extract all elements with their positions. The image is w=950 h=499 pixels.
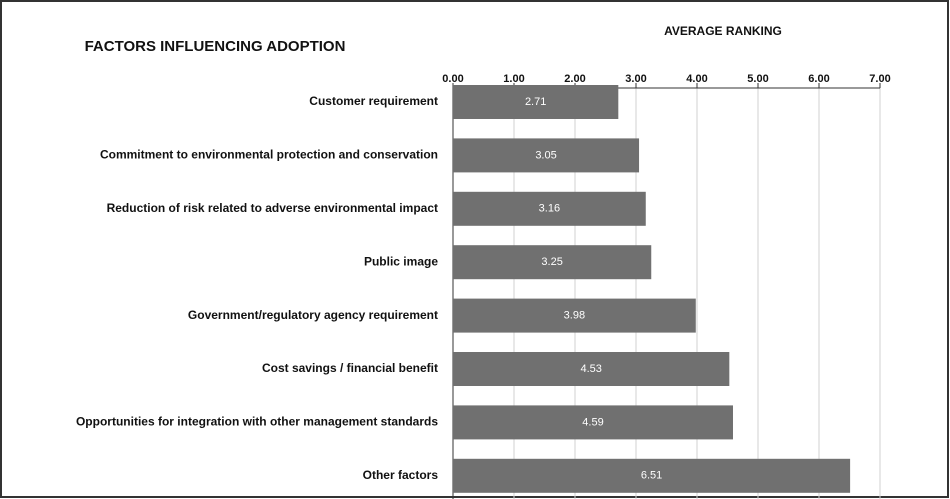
value-label: 3.98 (564, 310, 585, 322)
y-tick-label: Opportunities for integration with other… (76, 415, 438, 429)
value-label: 3.16 (539, 203, 560, 215)
y-tick-label: Public image (364, 254, 438, 268)
bar (453, 352, 730, 386)
x-tick-label: 6.00 (808, 73, 829, 85)
y-tick-label: Government/regulatory agency requirement (188, 308, 438, 322)
bar (453, 245, 652, 280)
x-tick-label: 0.00 (442, 73, 463, 85)
x-tick-label: 7.00 (869, 73, 890, 85)
bar (453, 405, 733, 440)
x-tick-label: 1.00 (503, 73, 524, 85)
bar (453, 458, 851, 493)
y-tick-label: Cost savings / financial benefit (262, 361, 438, 375)
value-label: 3.25 (541, 256, 562, 268)
x-tick-label: 4.00 (686, 73, 707, 85)
y-tick-label: Reduction of risk related to adverse env… (107, 201, 438, 215)
x-tick-label: 3.00 (625, 73, 646, 85)
bar (453, 138, 640, 173)
chart-title: FACTORS INFLUENCING ADOPTION (85, 38, 346, 55)
bar (453, 85, 619, 119)
y-tick-label: Customer requirement (309, 94, 438, 108)
value-label: 6.51 (641, 470, 662, 482)
y-tick-label: Commitment to environmental protection a… (100, 148, 438, 162)
bar (453, 191, 646, 226)
axis-title: AVERAGE RANKING (664, 24, 782, 38)
y-tick-label: Other factors (363, 468, 439, 482)
value-label: 3.05 (535, 149, 556, 161)
value-label: 2.71 (525, 96, 546, 108)
value-label: 4.59 (582, 416, 603, 428)
x-tick-label: 2.00 (564, 73, 585, 85)
bar (453, 298, 696, 333)
value-label: 4.53 (580, 363, 601, 375)
x-tick-label: 5.00 (747, 73, 768, 85)
